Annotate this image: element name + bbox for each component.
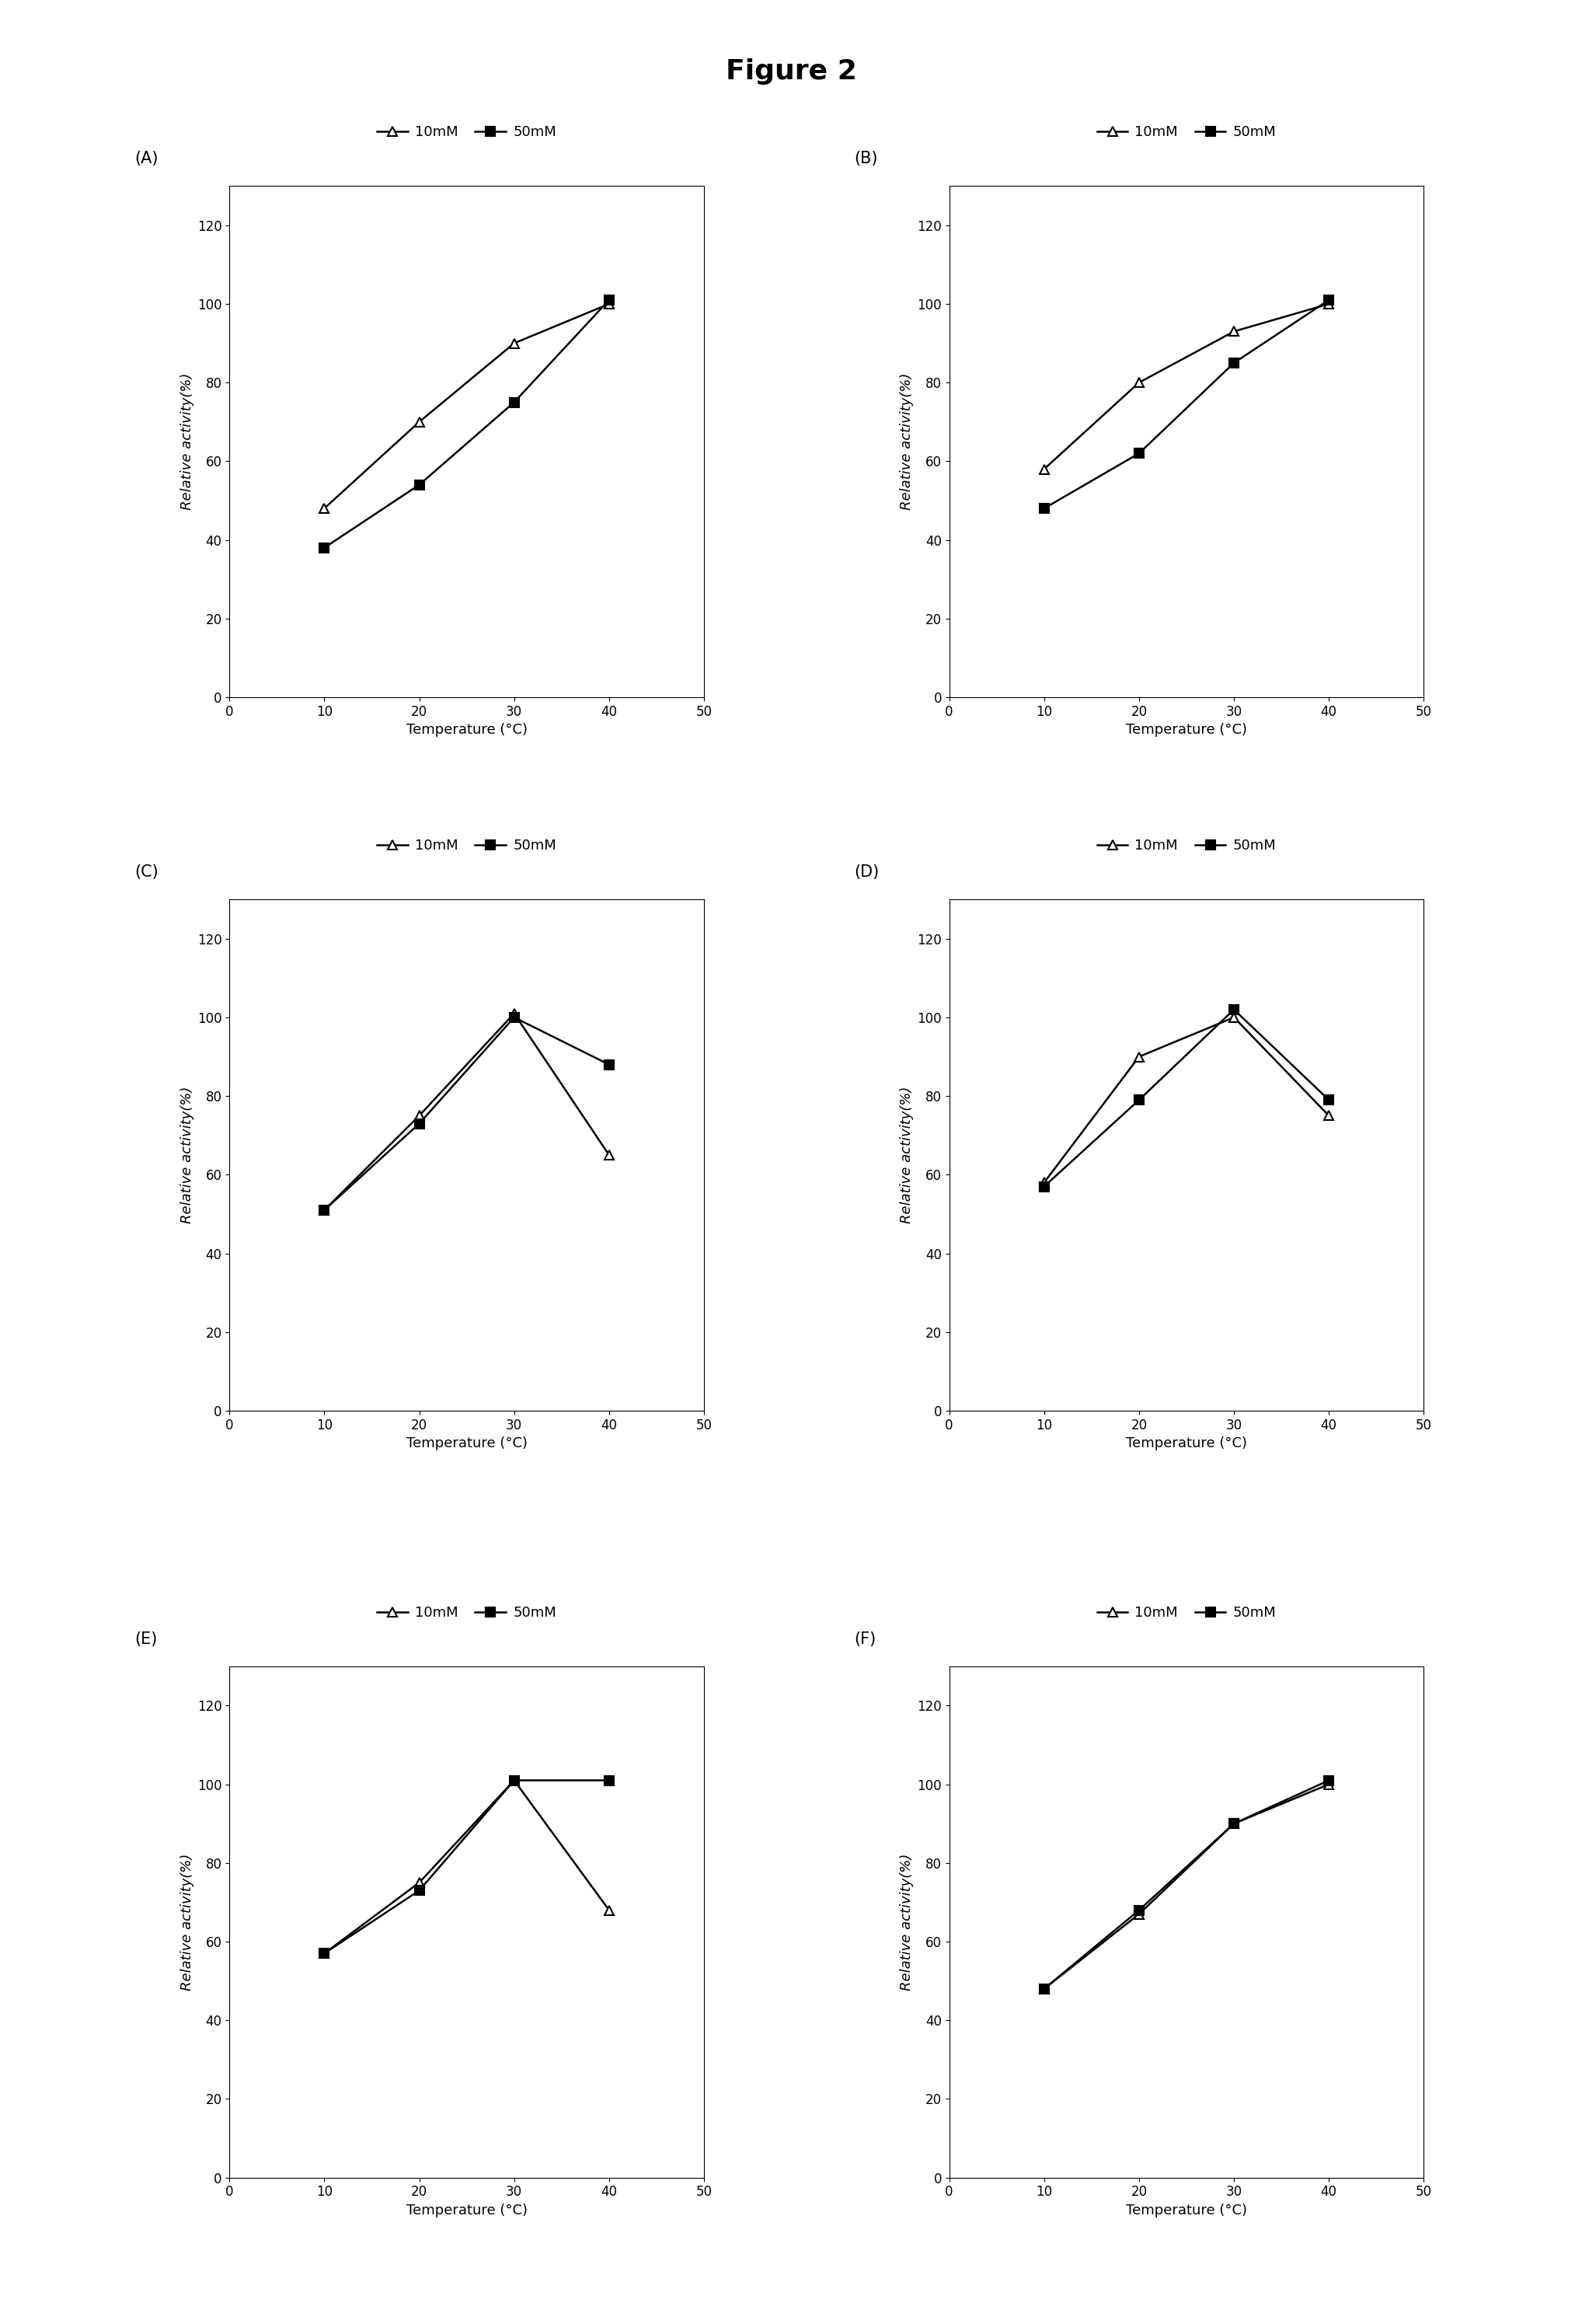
Line: 10mM: 10mM bbox=[320, 1776, 614, 1959]
10mM bbox=[1224, 1810, 1243, 1838]
X-axis label: Temperature (°C): Temperature (°C) bbox=[1126, 1436, 1247, 1450]
10mM bbox=[600, 1896, 619, 1924]
10mM bbox=[1035, 1975, 1054, 2003]
Text: (D): (D) bbox=[854, 865, 880, 881]
50mM bbox=[505, 1766, 524, 1794]
Legend: 10mM, 50mM: 10mM, 50mM bbox=[1092, 121, 1281, 144]
Line: 50mM: 50mM bbox=[1039, 1004, 1334, 1192]
Text: (F): (F) bbox=[854, 1631, 876, 1648]
X-axis label: Temperature (°C): Temperature (°C) bbox=[407, 1436, 527, 1450]
50mM bbox=[600, 1766, 619, 1794]
50mM bbox=[1319, 286, 1338, 314]
10mM bbox=[410, 409, 429, 437]
Y-axis label: Relative activity(%): Relative activity(%) bbox=[900, 1855, 914, 1989]
Line: 10mM: 10mM bbox=[1039, 1013, 1334, 1188]
10mM bbox=[1224, 318, 1243, 346]
10mM bbox=[1319, 1102, 1338, 1129]
Text: (C): (C) bbox=[134, 865, 158, 881]
Text: (A): (A) bbox=[134, 151, 158, 167]
Line: 50mM: 50mM bbox=[320, 295, 614, 553]
10mM bbox=[1319, 1771, 1338, 1799]
50mM bbox=[505, 388, 524, 416]
50mM bbox=[1224, 995, 1243, 1023]
50mM bbox=[1224, 349, 1243, 376]
50mM bbox=[410, 1875, 429, 1903]
Y-axis label: Relative activity(%): Relative activity(%) bbox=[900, 1088, 914, 1222]
10mM bbox=[505, 999, 524, 1027]
X-axis label: Temperature (°C): Temperature (°C) bbox=[407, 723, 527, 737]
10mM bbox=[1130, 1901, 1149, 1929]
Line: 10mM: 10mM bbox=[1039, 1780, 1334, 1994]
Legend: 10mM, 50mM: 10mM, 50mM bbox=[1092, 1601, 1281, 1624]
Line: 50mM: 50mM bbox=[1039, 1776, 1334, 1994]
Line: 10mM: 10mM bbox=[320, 300, 614, 514]
10mM bbox=[315, 1197, 334, 1225]
10mM bbox=[410, 1102, 429, 1129]
50mM bbox=[1319, 1085, 1338, 1113]
50mM bbox=[1319, 1766, 1338, 1794]
Legend: 10mM, 50mM: 10mM, 50mM bbox=[372, 834, 562, 858]
50mM bbox=[410, 1109, 429, 1136]
Legend: 10mM, 50mM: 10mM, 50mM bbox=[1092, 834, 1281, 858]
50mM bbox=[315, 1941, 334, 1968]
10mM bbox=[1035, 1169, 1054, 1197]
50mM bbox=[1035, 495, 1054, 523]
50mM bbox=[1035, 1174, 1054, 1202]
10mM bbox=[505, 330, 524, 358]
Line: 10mM: 10mM bbox=[1039, 300, 1334, 474]
50mM bbox=[1035, 1975, 1054, 2003]
50mM bbox=[410, 472, 429, 500]
10mM bbox=[1319, 290, 1338, 318]
Line: 10mM: 10mM bbox=[320, 1009, 614, 1215]
Line: 50mM: 50mM bbox=[320, 1776, 614, 1959]
Line: 50mM: 50mM bbox=[320, 1013, 614, 1215]
10mM bbox=[600, 1141, 619, 1169]
10mM bbox=[1130, 1043, 1149, 1071]
Legend: 10mM, 50mM: 10mM, 50mM bbox=[372, 121, 562, 144]
10mM bbox=[1130, 370, 1149, 397]
50mM bbox=[315, 535, 334, 562]
Legend: 10mM, 50mM: 10mM, 50mM bbox=[372, 1601, 562, 1624]
50mM bbox=[315, 1197, 334, 1225]
10mM bbox=[1224, 1004, 1243, 1032]
50mM bbox=[600, 286, 619, 314]
Text: Figure 2: Figure 2 bbox=[726, 58, 856, 84]
Text: (B): (B) bbox=[854, 151, 878, 167]
Y-axis label: Relative activity(%): Relative activity(%) bbox=[180, 1088, 195, 1222]
Line: 50mM: 50mM bbox=[1039, 295, 1334, 514]
50mM bbox=[600, 1050, 619, 1078]
10mM bbox=[315, 1941, 334, 1968]
10mM bbox=[410, 1868, 429, 1896]
X-axis label: Temperature (°C): Temperature (°C) bbox=[1126, 2203, 1247, 2217]
10mM bbox=[505, 1766, 524, 1794]
10mM bbox=[315, 495, 334, 523]
50mM bbox=[1224, 1810, 1243, 1838]
50mM bbox=[1130, 1085, 1149, 1113]
Y-axis label: Relative activity(%): Relative activity(%) bbox=[900, 374, 914, 509]
Y-axis label: Relative activity(%): Relative activity(%) bbox=[180, 374, 195, 509]
10mM bbox=[600, 290, 619, 318]
Y-axis label: Relative activity(%): Relative activity(%) bbox=[180, 1855, 195, 1989]
50mM bbox=[505, 1004, 524, 1032]
X-axis label: Temperature (°C): Temperature (°C) bbox=[1126, 723, 1247, 737]
50mM bbox=[1130, 1896, 1149, 1924]
X-axis label: Temperature (°C): Temperature (°C) bbox=[407, 2203, 527, 2217]
10mM bbox=[1035, 456, 1054, 483]
Text: (E): (E) bbox=[134, 1631, 157, 1648]
50mM bbox=[1130, 439, 1149, 467]
